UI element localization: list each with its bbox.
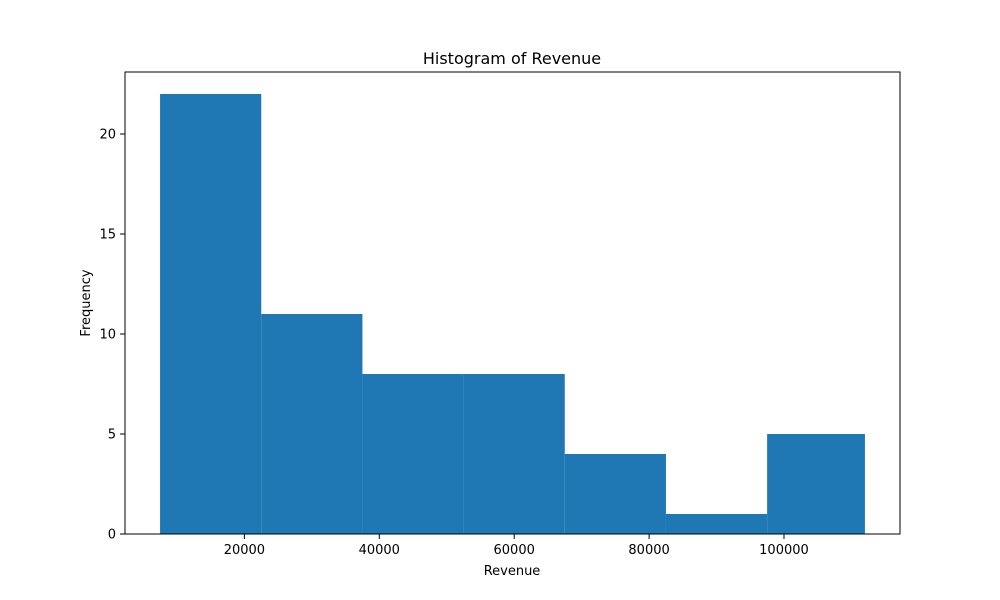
plot-frame xyxy=(124,71,901,535)
y-tick-label: 20 xyxy=(99,128,116,143)
histogram-bar xyxy=(463,374,565,534)
y-axis-label: Frequency xyxy=(79,269,94,336)
histogram-bar xyxy=(564,454,666,534)
bars-group xyxy=(160,94,865,534)
x-tick-label: 100000 xyxy=(759,543,809,558)
x-axis-label: Revenue xyxy=(484,564,541,579)
y-axis-ticks: 0 5 10 15 20 xyxy=(99,128,125,543)
y-tick-label: 10 xyxy=(99,328,116,343)
x-tick-label: 40000 xyxy=(359,543,400,558)
x-tick-label: 60000 xyxy=(494,543,535,558)
y-tick-label: 5 xyxy=(108,428,116,443)
y-tick-label: 15 xyxy=(99,228,116,243)
chart-title: Histogram of Revenue xyxy=(423,49,601,68)
x-tick-label: 80000 xyxy=(628,543,669,558)
histogram-bar xyxy=(665,514,768,534)
histogram-bar xyxy=(261,314,363,534)
histogram-bar xyxy=(160,94,262,534)
y-tick-label: 0 xyxy=(108,528,116,543)
x-axis-ticks: 20000 40000 60000 80000 100000 xyxy=(224,534,809,558)
x-tick-label: 20000 xyxy=(224,543,265,558)
histogram-bar xyxy=(362,374,464,534)
histogram-bar xyxy=(767,434,865,534)
